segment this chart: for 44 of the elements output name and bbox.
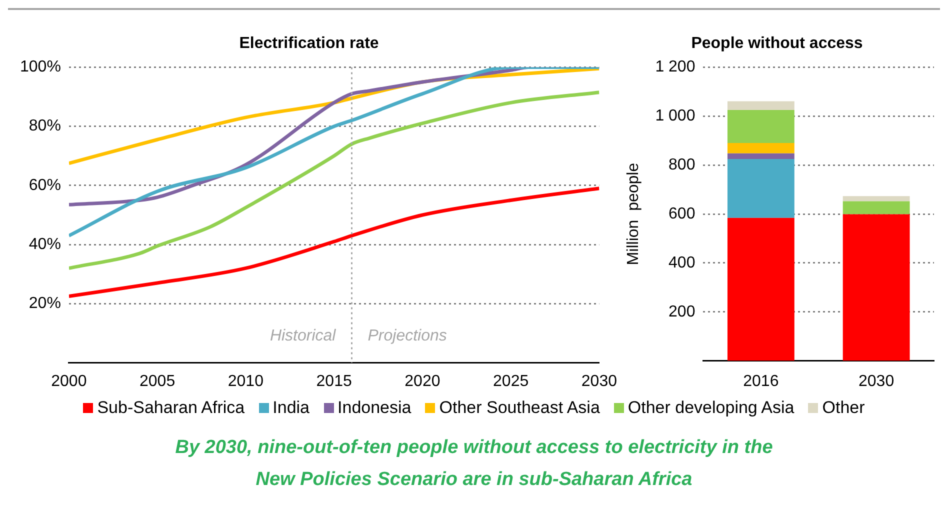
line-series [68,90,600,270]
legend-label: Other developing Asia [628,398,794,418]
y-tick-label: 60% [28,176,61,194]
chart-title: People without access [691,35,863,52]
y-tick-label: 20% [28,295,61,312]
annotation: Projections [368,327,447,344]
legend-label: Other [822,398,865,418]
text: By 2030, nine-out-of-ten people without access to electricity in the New Policies Scenario are in sub-Saharan Africa [174,436,774,492]
bar [727,110,794,144]
bar [842,196,910,202]
y-tick-label: 200 [668,303,696,320]
chart-title: Electrification rate [239,35,379,52]
y-axis-title: Million people [625,162,642,266]
x-tick-label: 2025 [493,372,529,390]
bar [842,214,910,361]
x-tick-label: 2030 [858,372,894,390]
bar [727,143,794,154]
bar [727,158,794,218]
y-tick-label: 40% [28,236,61,253]
bar [727,218,794,361]
x-tick-label: 2020 [404,372,440,390]
y-tick-label: 400 [668,254,696,272]
x-tick-label: 2015 [316,372,352,390]
bar [842,201,910,214]
legend-label: Sub-Saharan Africa [97,398,245,418]
y-tick-label: 1 000 [655,108,696,125]
y-tick-label: 100% [20,58,61,76]
x-tick-label: 2000 [51,372,87,390]
x-tick-label: 2016 [743,372,779,390]
line-series [68,186,600,298]
annotation: Historical [270,327,336,344]
y-tick-label: 800 [668,156,696,174]
x-tick-label: 2030 [581,372,618,390]
y-tick-label: 600 [668,205,696,222]
bar [727,153,794,159]
legend-label: Other Southeast Asia [439,398,600,418]
legend-label: Indonesia [338,398,412,418]
legend-label: India [272,398,310,418]
line-series [68,67,600,238]
bar [727,101,794,110]
x-tick-label: 2010 [228,372,264,390]
y-tick-label: 1 200 [655,58,696,76]
x-tick-label: 2005 [140,372,176,390]
y-tick-label: 80% [28,118,61,135]
